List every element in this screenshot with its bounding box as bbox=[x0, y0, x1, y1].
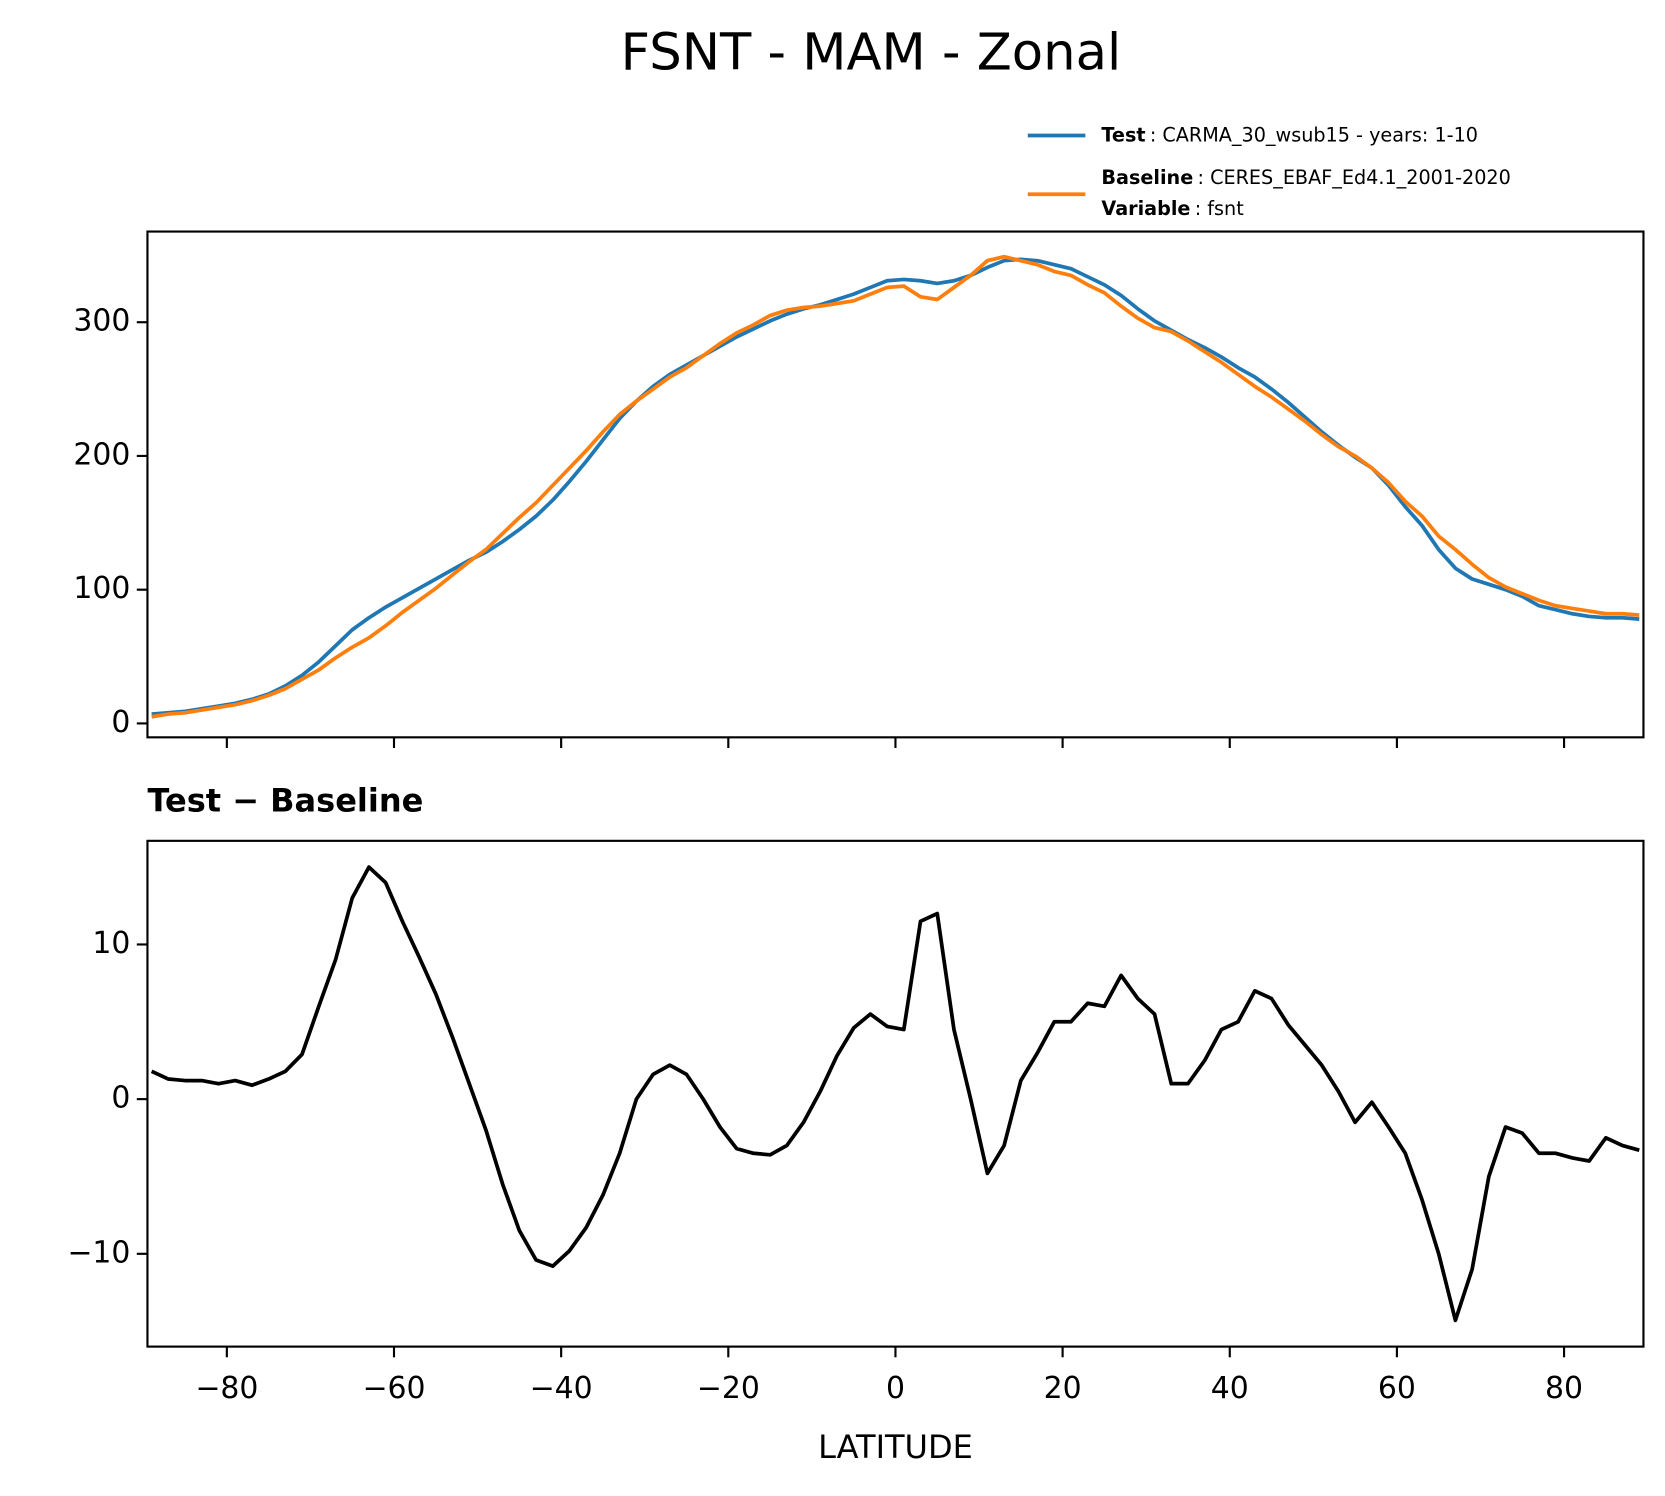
series-line bbox=[150, 865, 1640, 1323]
y-tick-label: 200 bbox=[73, 437, 130, 472]
y-tick-label: 0 bbox=[111, 705, 130, 740]
legend-entry: Test: CARMA_30_wsub15 - years: 1-10 bbox=[1101, 123, 1478, 146]
x-tick-label: −40 bbox=[530, 1371, 593, 1406]
x-tick-label: 20 bbox=[1044, 1371, 1082, 1406]
panel-title: Test − Baseline bbox=[147, 781, 423, 819]
legend-entry: Baseline: CERES_EBAF_Ed4.1_2001-2020 bbox=[1101, 166, 1510, 189]
x-tick-label: 60 bbox=[1378, 1371, 1416, 1406]
x-tick-label: 0 bbox=[886, 1371, 905, 1406]
x-tick-label: −60 bbox=[362, 1371, 425, 1406]
x-axis-label: LATITUDE bbox=[818, 1428, 973, 1466]
series-line bbox=[151, 254, 1640, 719]
y-tick-label: 0 bbox=[111, 1081, 130, 1116]
legend-entry: Variable: fsnt bbox=[1101, 197, 1244, 220]
x-tick-label: 80 bbox=[1545, 1371, 1583, 1406]
x-tick-label: 40 bbox=[1211, 1371, 1249, 1406]
plot-frame bbox=[146, 230, 1645, 739]
x-tick-label: −20 bbox=[697, 1371, 760, 1406]
figure-title: FSNT - MAM - Zonal bbox=[621, 22, 1122, 82]
x-tick-label: −80 bbox=[195, 1371, 258, 1406]
y-tick-label: 10 bbox=[92, 926, 130, 961]
y-tick-label: 300 bbox=[73, 304, 130, 339]
y-tick-label: −10 bbox=[67, 1235, 130, 1270]
series-line bbox=[151, 257, 1640, 716]
plot-frame bbox=[146, 839, 1645, 1348]
y-tick-label: 100 bbox=[73, 571, 130, 606]
